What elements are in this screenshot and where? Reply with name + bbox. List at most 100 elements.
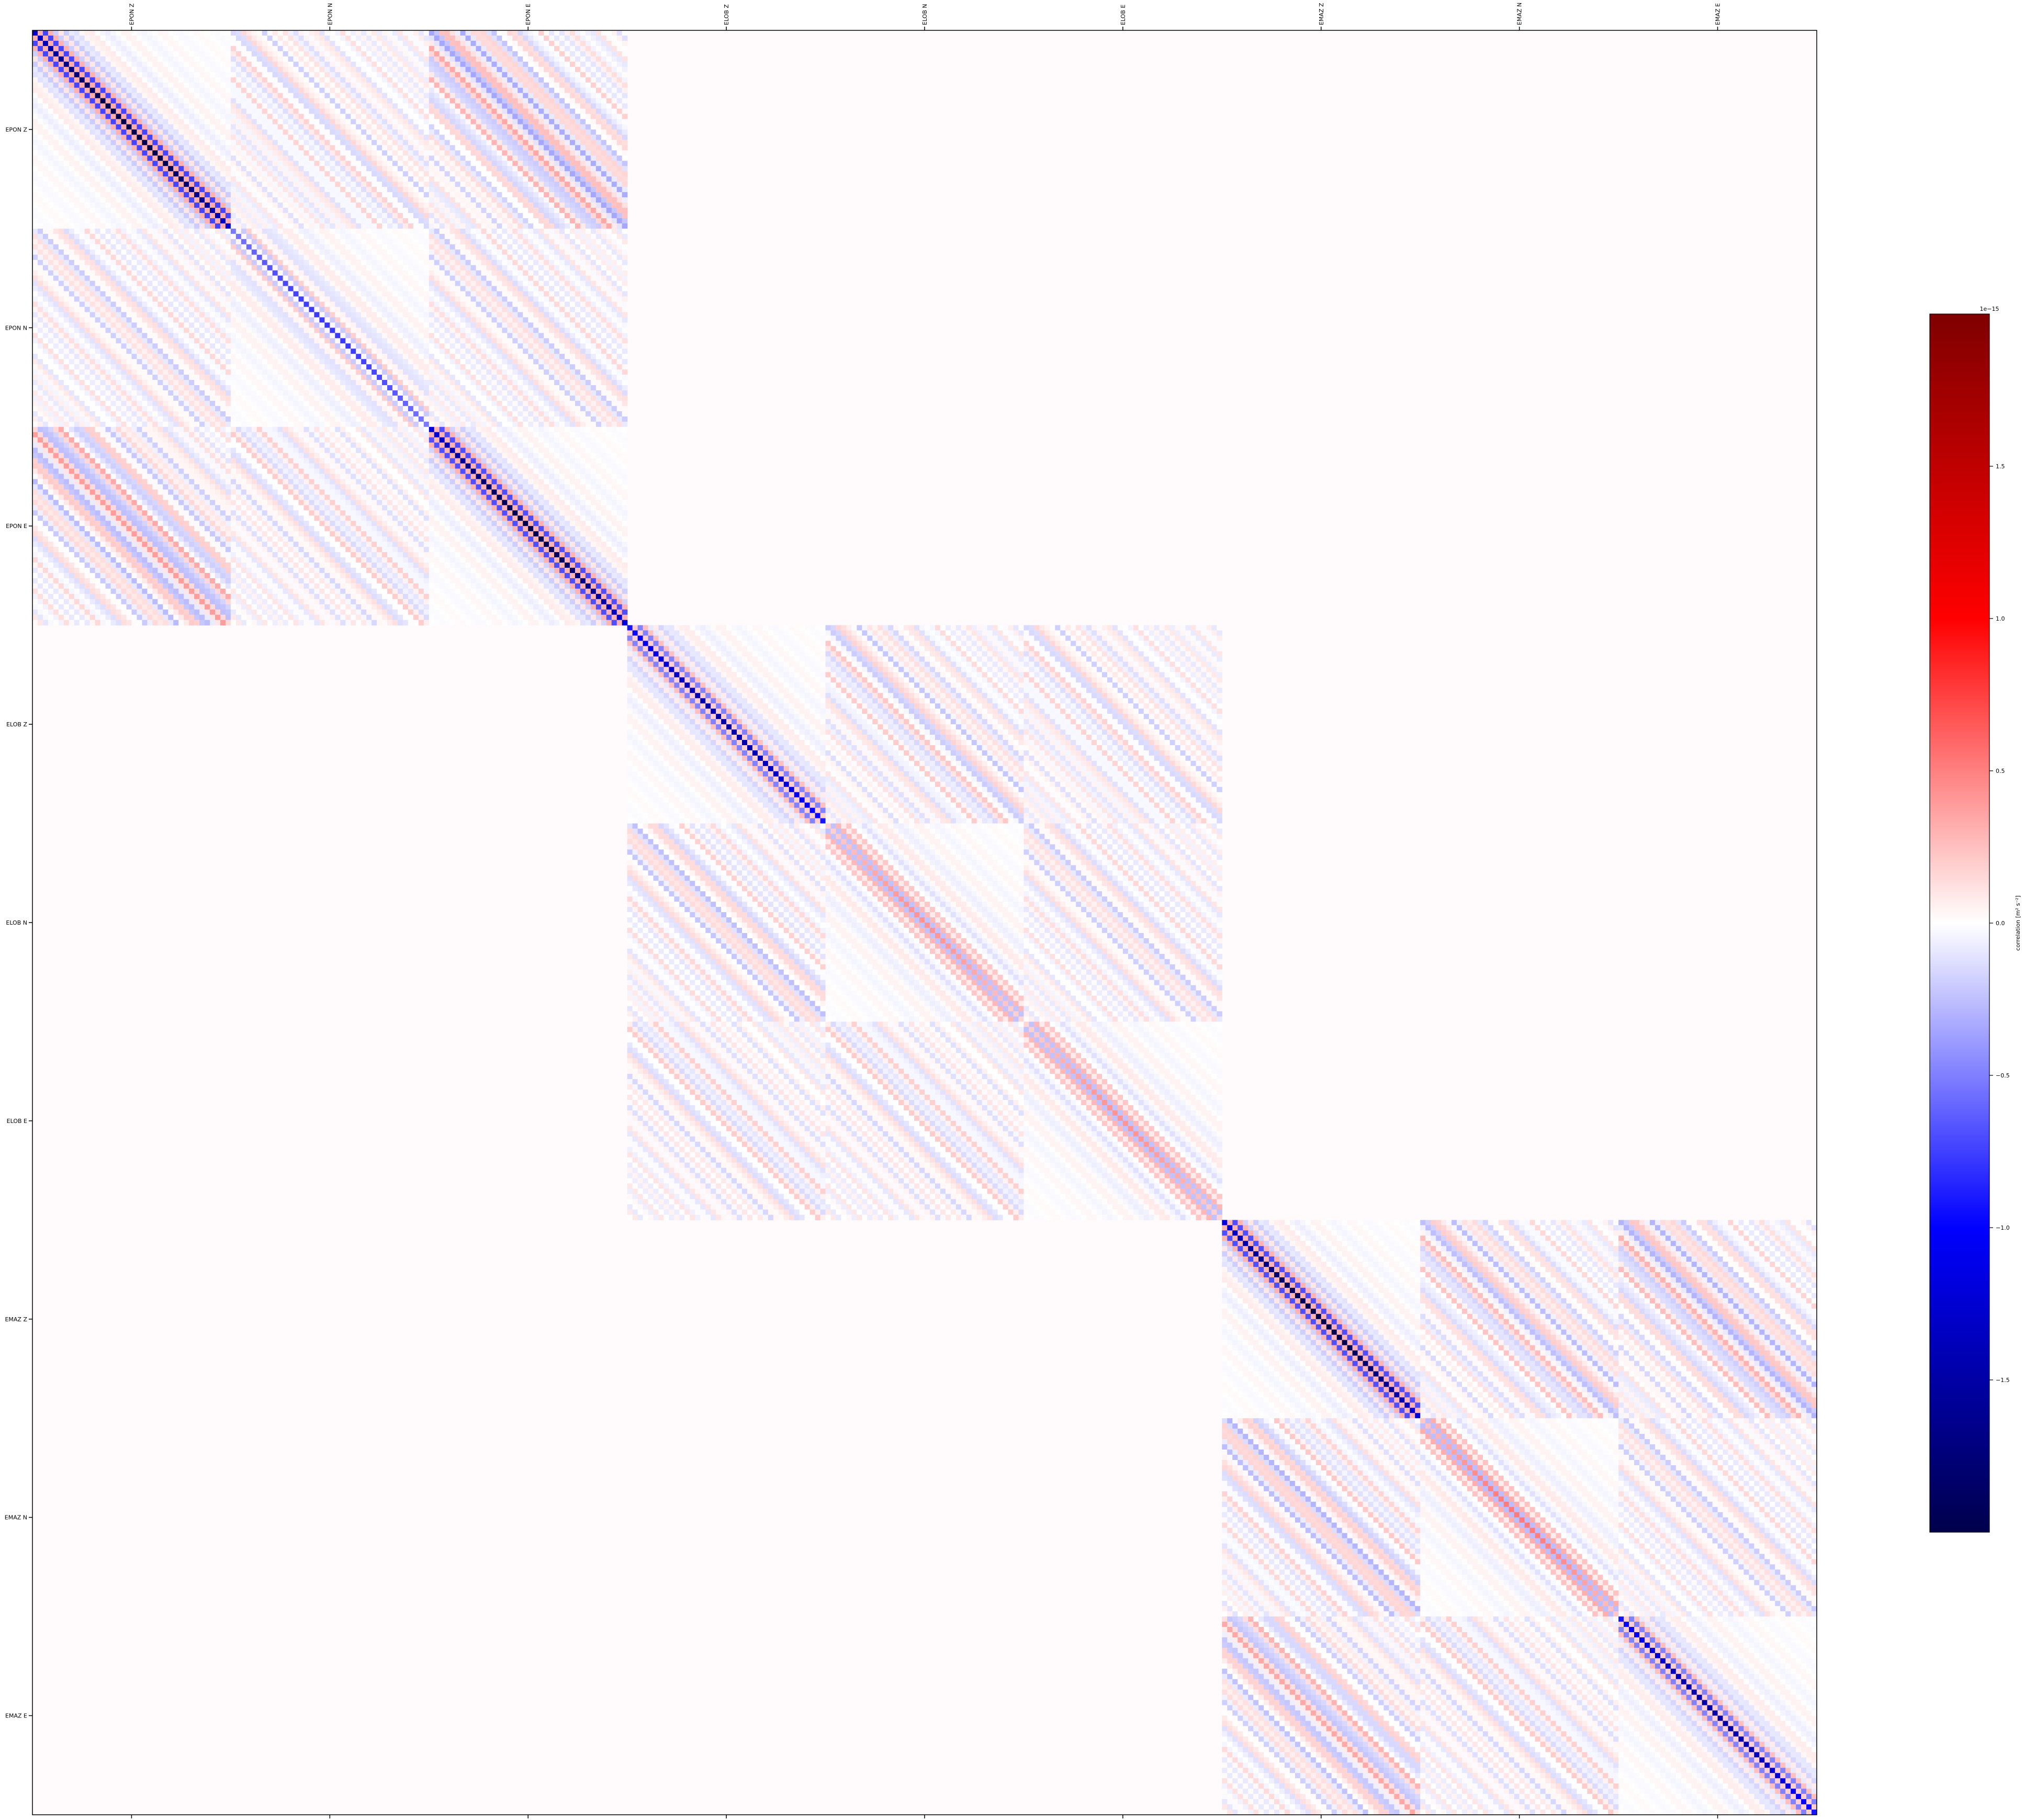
heatmap-cell xyxy=(486,134,492,140)
heatmap-cell xyxy=(63,72,70,78)
heatmap-cell xyxy=(309,77,315,83)
heatmap-cell xyxy=(32,171,38,177)
heatmap-cell xyxy=(340,176,346,182)
heatmap-cell xyxy=(497,46,502,52)
heatmap-cell xyxy=(408,239,414,245)
heatmap-cell xyxy=(616,208,623,214)
heatmap-cell xyxy=(184,192,189,198)
heatmap-cell xyxy=(283,150,289,156)
heatmap-cell xyxy=(377,56,383,62)
heatmap-cell xyxy=(449,114,456,120)
heatmap-cell xyxy=(402,208,409,214)
heatmap-cell xyxy=(387,140,393,145)
heatmap-cell xyxy=(225,129,231,136)
heatmap-cell xyxy=(105,182,111,187)
heatmap-cell xyxy=(225,155,231,161)
heatmap-cell xyxy=(142,140,148,145)
heatmap-cell xyxy=(205,228,210,234)
heatmap-cell xyxy=(465,239,471,245)
heatmap-cell xyxy=(215,35,221,41)
heatmap-cell xyxy=(423,187,430,193)
heatmap-cell xyxy=(575,98,581,104)
heatmap-cell xyxy=(408,30,414,36)
heatmap-cell xyxy=(189,108,195,115)
heatmap-cell xyxy=(95,145,101,151)
heatmap-cell xyxy=(590,35,597,41)
heatmap-cell xyxy=(481,208,487,214)
heatmap-cell xyxy=(544,82,549,88)
heatmap-cell xyxy=(455,46,461,52)
heatmap-cell xyxy=(89,46,96,52)
heatmap-cell xyxy=(168,239,174,245)
heatmap-cell xyxy=(470,171,477,177)
heatmap-cell xyxy=(533,192,539,198)
heatmap-cell xyxy=(63,239,70,245)
heatmap-cell xyxy=(215,77,221,83)
heatmap-cell xyxy=(158,218,163,224)
heatmap-cell xyxy=(580,124,586,130)
heatmap-cell xyxy=(413,129,419,136)
heatmap-cell xyxy=(460,182,466,187)
heatmap-cell xyxy=(554,56,560,62)
heatmap-cell xyxy=(246,124,252,130)
heatmap-cell xyxy=(95,124,101,130)
heatmap-cell xyxy=(235,140,242,145)
heatmap-cell xyxy=(48,212,54,219)
heatmap-cell xyxy=(622,77,628,83)
heatmap-cell xyxy=(418,98,424,104)
heatmap-cell xyxy=(246,108,252,115)
heatmap-cell xyxy=(465,140,471,145)
heatmap-cell xyxy=(63,87,70,94)
heatmap-cell xyxy=(105,77,111,83)
heatmap-cell xyxy=(84,124,91,130)
heatmap-cell xyxy=(434,239,440,245)
heatmap-cell xyxy=(288,203,294,208)
heatmap-cell xyxy=(58,82,64,88)
heatmap-cell xyxy=(580,140,586,145)
heatmap-cell xyxy=(303,254,310,261)
heatmap-cell xyxy=(126,223,132,229)
heatmap-cell xyxy=(387,187,393,193)
heatmap-cell xyxy=(298,182,305,187)
heatmap-cell xyxy=(423,244,430,250)
heatmap-cell xyxy=(272,51,278,57)
heatmap-cell xyxy=(58,212,64,219)
heatmap-cell xyxy=(309,161,315,166)
heatmap-cell xyxy=(585,93,591,99)
heatmap-cell xyxy=(79,108,85,115)
heatmap-cell xyxy=(569,145,576,151)
heatmap-cell xyxy=(569,171,576,177)
heatmap-cell xyxy=(507,119,513,125)
heatmap-cell xyxy=(606,228,612,234)
heatmap-cell xyxy=(392,176,398,182)
heatmap-cell xyxy=(330,254,335,261)
heatmap-cell xyxy=(131,218,138,224)
heatmap-cell xyxy=(116,176,122,182)
heatmap-cell xyxy=(58,46,64,52)
heatmap-cell xyxy=(392,212,398,219)
heatmap-cell xyxy=(402,192,409,198)
heatmap-cell xyxy=(565,197,570,203)
heatmap-cell xyxy=(158,212,163,219)
heatmap-cell xyxy=(178,203,184,208)
heatmap-cell xyxy=(601,223,607,229)
heatmap-cell xyxy=(565,56,570,62)
heatmap-cell xyxy=(246,197,252,203)
heatmap-cell xyxy=(314,218,320,224)
heatmap-cell xyxy=(53,77,59,83)
heatmap-cell xyxy=(283,244,289,250)
heatmap-cell xyxy=(439,129,445,136)
heatmap-cell xyxy=(163,192,168,198)
heatmap-cell xyxy=(58,244,64,250)
heatmap-cell xyxy=(512,140,518,145)
heatmap-cell xyxy=(235,254,242,261)
heatmap-cell xyxy=(330,108,335,115)
heatmap-cell xyxy=(402,40,409,47)
heatmap-cell xyxy=(324,218,330,224)
heatmap-cell xyxy=(335,87,341,94)
heatmap-cell xyxy=(418,30,424,36)
heatmap-cell xyxy=(397,212,403,219)
heatmap-cell xyxy=(163,155,168,161)
heatmap-cell xyxy=(486,208,492,214)
heatmap-cell xyxy=(575,103,581,109)
